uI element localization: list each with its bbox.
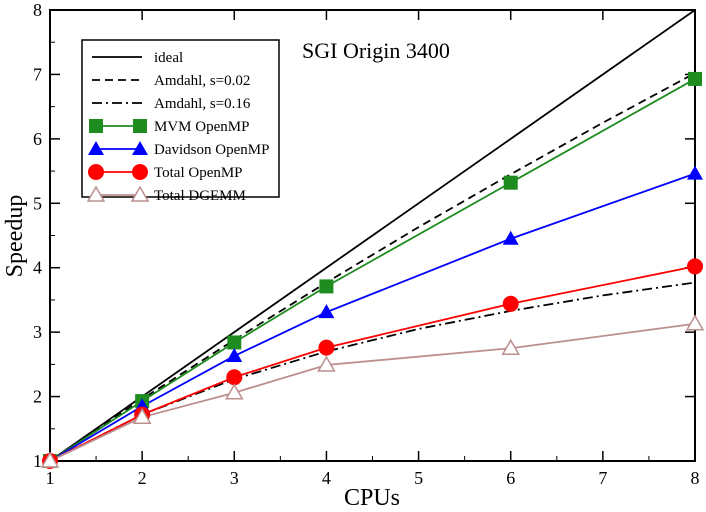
legend-marker-total-dgemm bbox=[86, 185, 106, 202]
legend-marker-total-dgemm bbox=[130, 185, 150, 202]
legend: ideal Amdahl, s=0.02 Amdahl, s=0.16 MVM Ope… bbox=[81, 39, 280, 204]
legend-label-ideal: ideal bbox=[154, 50, 183, 66]
legend-marker-davidson-openmp bbox=[132, 141, 148, 155]
series-line-amdahl-s-0-16 bbox=[49, 281, 696, 462]
series-line-total-dgemm bbox=[49, 322, 696, 462]
x-tick-label: 7 bbox=[598, 468, 607, 488]
x-tick-label: 6 bbox=[506, 468, 515, 488]
series-line-ideal bbox=[49, 9, 696, 462]
data-point-davidson-openmp bbox=[502, 230, 519, 245]
y-tick-label: 5 bbox=[33, 193, 42, 213]
series-line-total-openmp bbox=[49, 265, 696, 462]
legend-marker-total-openmp bbox=[88, 164, 104, 180]
data-point-mvm-openmp bbox=[688, 71, 702, 86]
data-point-total-dgemm bbox=[224, 383, 244, 400]
data-point-mvm-openmp bbox=[227, 335, 242, 350]
data-point-davidson-openmp bbox=[687, 165, 703, 180]
data-point-davidson-openmp bbox=[226, 347, 243, 362]
legend-marker-total-openmp bbox=[132, 164, 148, 180]
x-tick-label: 1 bbox=[46, 468, 55, 488]
y-tick-label: 8 bbox=[33, 0, 42, 20]
legend-label-davidson-openmp: Davidson OpenMP bbox=[154, 142, 269, 158]
x-tick-label: 4 bbox=[322, 468, 331, 488]
series-line-mvm-openmp bbox=[49, 78, 696, 462]
data-point-mvm-openmp bbox=[503, 175, 518, 190]
x-tick-label: 2 bbox=[138, 468, 147, 488]
data-point-total-dgemm bbox=[501, 338, 521, 355]
x-axis-title: CPUs bbox=[344, 485, 400, 511]
data-point-total-dgemm bbox=[132, 407, 152, 424]
legend-label-amdahl-s-0-16: Amdahl, s=0.16 bbox=[154, 96, 251, 112]
data-point-total-dgemm bbox=[40, 451, 60, 468]
legend-marker-mvm-openmp bbox=[133, 119, 147, 133]
y-tick-label: 3 bbox=[33, 322, 42, 342]
y-tick-label: 6 bbox=[33, 129, 42, 149]
data-point-total-dgemm bbox=[317, 355, 336, 372]
legend-marker-davidson-openmp bbox=[88, 141, 104, 155]
series-line-davidson-openmp bbox=[49, 172, 696, 462]
data-point-total-openmp bbox=[687, 258, 703, 275]
y-tick-label: 4 bbox=[33, 258, 42, 278]
y-tick-label: 1 bbox=[33, 451, 42, 471]
data-point-total-dgemm bbox=[685, 314, 705, 331]
legend-label-amdahl-s-0-02: Amdahl, s=0.02 bbox=[154, 73, 250, 89]
data-point-total-openmp bbox=[502, 295, 519, 312]
data-point-total-openmp bbox=[226, 369, 243, 386]
legend-marker-mvm-openmp bbox=[89, 119, 103, 133]
series-line-amdahl-s-0-02 bbox=[49, 72, 696, 462]
x-tick-label: 8 bbox=[691, 468, 700, 488]
chart-title: SGI Origin 3400 bbox=[302, 38, 450, 63]
legend-label-mvm-openmp: MVM OpenMP bbox=[154, 119, 249, 135]
x-tick-label: 5 bbox=[414, 468, 423, 488]
legend-box bbox=[81, 39, 280, 198]
data-point-mvm-openmp bbox=[319, 279, 334, 294]
legend-label-total-dgemm: Total DGEMM bbox=[154, 188, 246, 204]
y-tick-label: 7 bbox=[33, 64, 42, 84]
y-tick-label: 2 bbox=[33, 387, 42, 407]
data-point-davidson-openmp bbox=[318, 304, 335, 319]
y-axis-title: Speedup bbox=[2, 195, 28, 278]
x-tick-label: 3 bbox=[230, 468, 239, 488]
data-point-total-openmp bbox=[318, 339, 335, 356]
legend-label-total-openmp: Total OpenMP bbox=[154, 165, 243, 181]
